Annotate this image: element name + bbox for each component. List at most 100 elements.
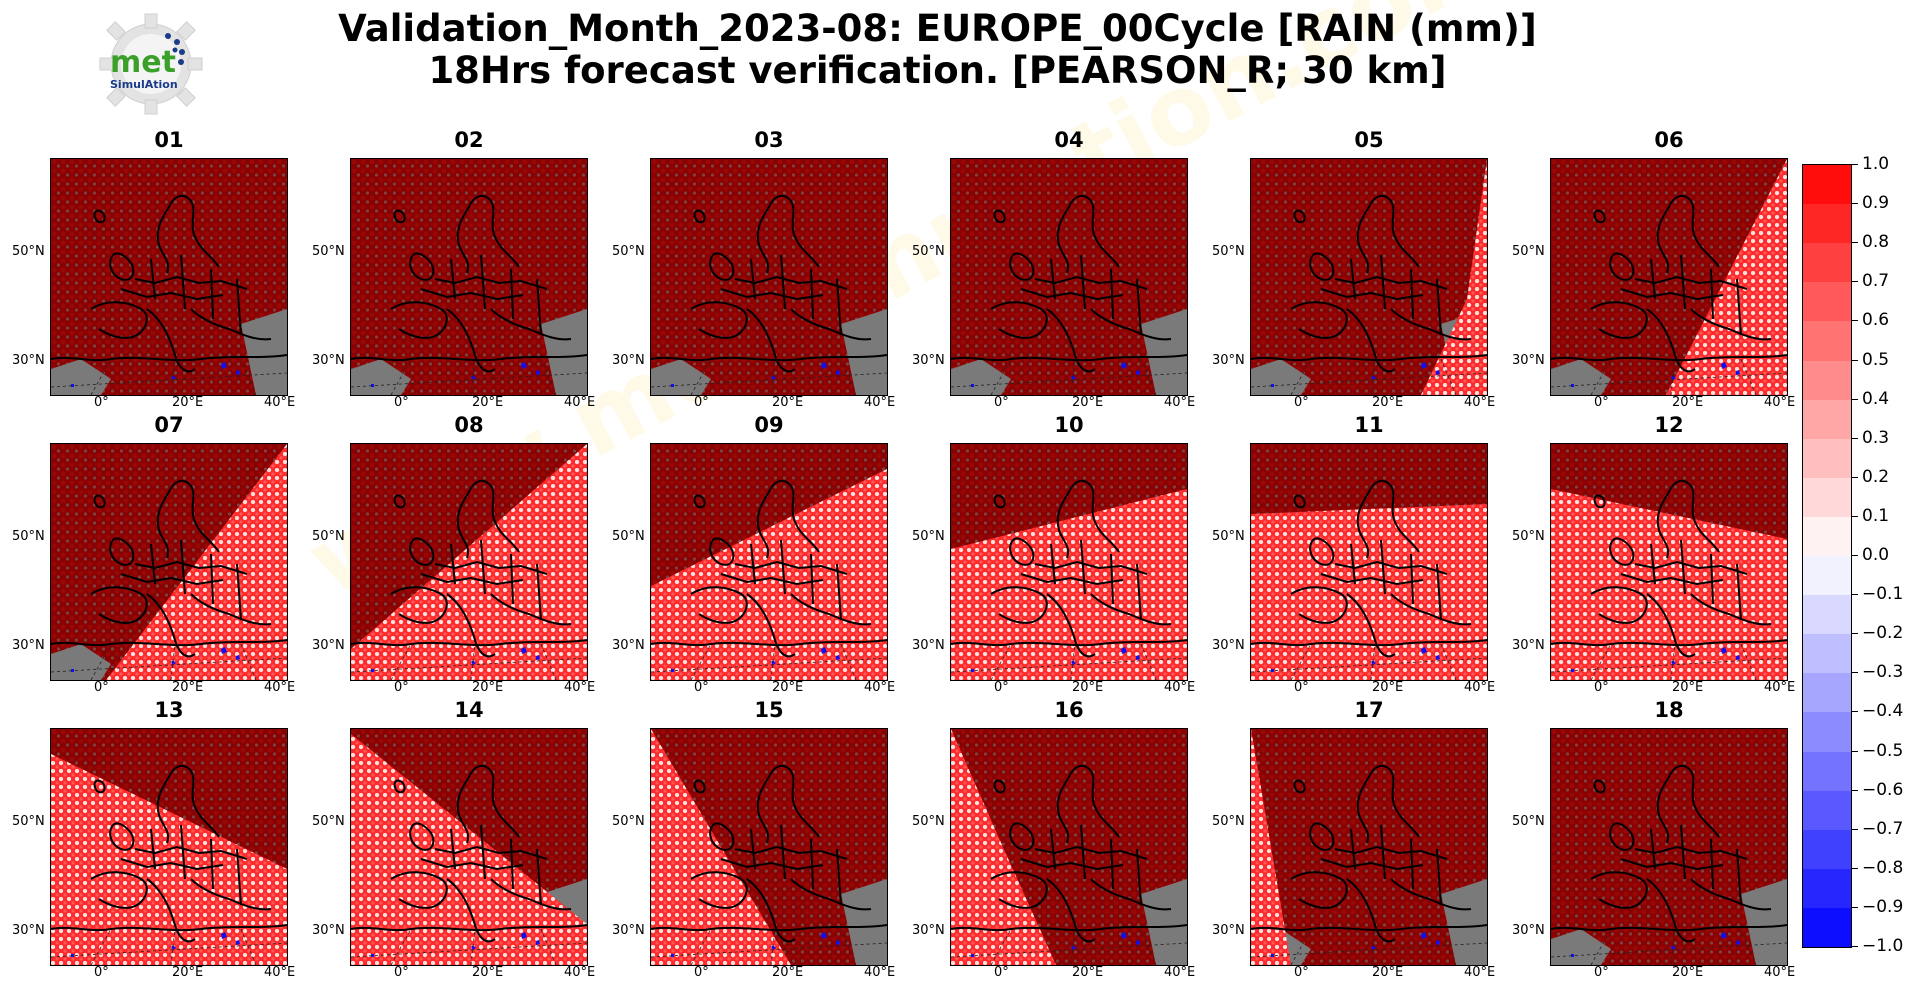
coastlines-and-borders xyxy=(1251,194,1487,373)
lon-tick-label: 40°E xyxy=(1464,680,1496,695)
map-canvas xyxy=(951,159,1187,395)
negative-patch xyxy=(371,362,540,387)
lon-tick-label: 20°E xyxy=(772,680,804,695)
colorbar-tick-label: 1.0 xyxy=(1862,154,1890,174)
graticule xyxy=(351,643,587,680)
negative-patch xyxy=(671,647,840,672)
map-canvas xyxy=(1551,444,1787,680)
map-panel: 10 50°N 30°N 0° 20°E 40°E xyxy=(900,413,1210,695)
coastlines-and-borders xyxy=(1251,479,1487,658)
colorbar-tick xyxy=(1852,789,1858,791)
lon-tick-label: 40°E xyxy=(1764,965,1796,980)
colorbar-tick xyxy=(1852,633,1858,635)
lon-tick-label: 0° xyxy=(694,680,709,695)
map-panel: 17 50°N 30°N 0° 20°E 40°E xyxy=(1200,698,1510,980)
colorbar-tick-label: −0.2 xyxy=(1862,623,1904,644)
map-frame xyxy=(350,443,588,681)
lon-tick-label: 0° xyxy=(994,395,1009,410)
colorbar-tick-label: 0.5 xyxy=(1862,349,1890,370)
colorbar-segment xyxy=(1803,907,1851,947)
colorbar-tick xyxy=(1852,476,1858,478)
logo-subtext: SimulAtion xyxy=(110,78,178,91)
coastlines-and-borders xyxy=(651,764,887,943)
colorbar-tick xyxy=(1852,946,1858,947)
lat-tick-label: 50°N xyxy=(1512,244,1545,259)
lat-tick-label: 50°N xyxy=(12,814,45,829)
map-frame xyxy=(50,728,288,966)
map-canvas xyxy=(651,444,887,680)
colorbar-segment xyxy=(1803,360,1851,401)
map-frame xyxy=(650,443,888,681)
coastlines-and-borders xyxy=(51,194,287,373)
lon-tick-label: 20°E xyxy=(1372,680,1404,695)
lon-tick-label: 20°E xyxy=(772,395,804,410)
lon-tick-label: 0° xyxy=(1594,965,1609,980)
colorbar-tick-label: −0.7 xyxy=(1862,818,1904,839)
colorbar-tick xyxy=(1852,281,1858,283)
lon-tick-label: 40°E xyxy=(564,395,596,410)
coastlines-and-borders xyxy=(1551,479,1787,658)
lat-tick-label: 50°N xyxy=(912,244,945,259)
colorbar-tick-label: −0.8 xyxy=(1862,857,1904,878)
masked-area xyxy=(951,309,1187,395)
map-canvas xyxy=(351,444,587,680)
map-panel: 05 50°N 30°N 0° 20°E 40°E xyxy=(1200,128,1510,410)
map-canvas xyxy=(1551,159,1787,395)
coastlines-and-borders xyxy=(51,479,287,658)
lon-tick-label: 20°E xyxy=(172,965,204,980)
coastlines-and-borders xyxy=(951,479,1187,658)
colorbar-tick-label: 0.2 xyxy=(1862,466,1890,487)
colorbar-tick-label: 0.0 xyxy=(1862,545,1890,565)
lat-tick-label: 30°N xyxy=(1212,353,1245,368)
map-panel: 03 50°N 30°N 0° 20°E 40°E xyxy=(600,128,910,410)
map-panel: 04 50°N 30°N 0° 20°E 40°E xyxy=(900,128,1210,410)
panel-title: 04 xyxy=(1054,128,1084,152)
colorbar-tick xyxy=(1852,437,1858,439)
colorbar-tick xyxy=(1852,398,1858,400)
colorbar-tick-label: −0.6 xyxy=(1862,779,1904,800)
graticule xyxy=(1551,643,1787,680)
map-panel: 11 50°N 30°N 0° 20°E 40°E xyxy=(1200,413,1510,695)
panel-title: 08 xyxy=(454,413,484,437)
lat-tick-label: 50°N xyxy=(1512,529,1545,544)
map-frame xyxy=(350,158,588,396)
map-panel: 08 50°N 30°N 0° 20°E 40°E xyxy=(300,413,610,695)
logo-text: met xyxy=(110,45,176,80)
colorbar-tick-label: −0.1 xyxy=(1862,584,1904,605)
map-frame xyxy=(950,728,1188,966)
colorbar-tick xyxy=(1852,555,1858,556)
lon-tick-label: 0° xyxy=(994,680,1009,695)
map-panel: 16 50°N 30°N 0° 20°E 40°E xyxy=(900,698,1210,980)
title-line-1: Validation_Month_2023-08: EUROPE_00Cycle… xyxy=(338,7,1537,50)
lon-tick-label: 20°E xyxy=(172,680,204,695)
negative-patch xyxy=(371,932,540,957)
colorbar-segment xyxy=(1803,321,1851,361)
lat-tick-label: 50°N xyxy=(12,529,45,544)
negative-patch xyxy=(971,932,1140,957)
colorbar-segment xyxy=(1803,595,1851,635)
negative-patch xyxy=(71,647,240,672)
colorbar-tick xyxy=(1852,515,1858,517)
lon-tick-label: 20°E xyxy=(1672,395,1704,410)
masked-area xyxy=(1551,879,1787,965)
graticule xyxy=(1551,928,1787,965)
lat-tick-label: 50°N xyxy=(1512,814,1545,829)
panel-title: 02 xyxy=(454,128,484,152)
map-panel: 09 50°N 30°N 0° 20°E 40°E xyxy=(600,413,910,695)
panel-title: 17 xyxy=(1354,698,1384,722)
map-panel: 12 50°N 30°N 0° 20°E 40°E xyxy=(1500,413,1810,695)
map-panel: 13 50°N 30°N 0° 20°E 40°E xyxy=(0,698,310,980)
colorbar xyxy=(1802,164,1852,948)
colorbar-tick xyxy=(1852,594,1858,596)
lat-tick-label: 30°N xyxy=(312,638,345,653)
lon-tick-label: 40°E xyxy=(1764,395,1796,410)
map-frame xyxy=(50,158,288,396)
lat-tick-label: 50°N xyxy=(612,244,645,259)
map-canvas xyxy=(951,444,1187,680)
graticule xyxy=(51,643,287,680)
negative-patch xyxy=(1571,647,1740,672)
negative-patch xyxy=(671,362,840,387)
lon-tick-label: 20°E xyxy=(472,965,504,980)
negative-patch xyxy=(1571,362,1740,387)
